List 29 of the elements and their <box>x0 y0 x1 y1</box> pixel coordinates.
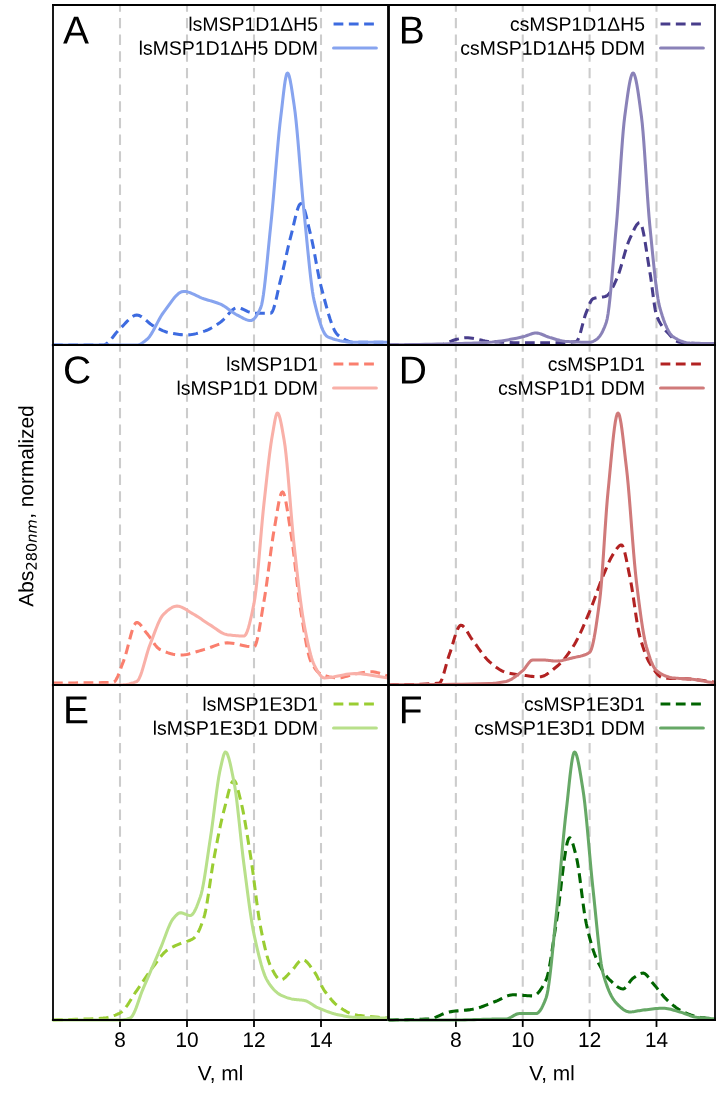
legend-label: csMSP1E3D1 DDM <box>475 721 644 735</box>
legend-label: lsMSP1D1 DDM <box>177 380 317 395</box>
x-tick-label: 10 <box>512 1032 534 1048</box>
x-tick-label: 14 <box>646 1032 668 1047</box>
legend-label: lsMSP1D1 <box>227 356 318 371</box>
legend-label: lsMSP1D1ΔH5 <box>189 16 318 31</box>
x-tick-label: 14 <box>311 1032 332 1047</box>
legend-label: lsMSP1E3D1 DDM <box>154 720 317 735</box>
x-tick-label: 8 <box>115 1032 125 1048</box>
x-axis-title: V, ml <box>197 1065 242 1083</box>
chart-title: C <box>65 356 90 384</box>
legend-label: lsMSP1E3D1 <box>203 696 318 711</box>
legend-label: csMSP1D1 DDM <box>498 381 644 395</box>
chart-title: B <box>401 16 423 44</box>
legend-label: csMSP1D1ΔH5 <box>510 17 645 31</box>
x-tick-label: 10 <box>177 1032 198 1048</box>
x-tick-label: 12 <box>579 1032 601 1047</box>
legend-label: lsMSP1D1ΔH5 DDM <box>139 40 317 55</box>
y-axis-title: Abs$_{280nm}$, normalized <box>18 406 37 607</box>
legend-label: csMSP1D1 <box>548 357 645 371</box>
x-tick-label: 12 <box>244 1032 265 1047</box>
legend-label: csMSP1E3D1 <box>524 697 645 711</box>
x-tick-label: 8 <box>450 1032 461 1048</box>
chart-title: A <box>63 16 89 44</box>
legend-label: csMSP1D1ΔH5 DDM <box>461 41 644 55</box>
chart-title: F <box>401 696 421 724</box>
chart-title: E <box>66 696 88 724</box>
chart-title: D <box>401 356 426 384</box>
x-axis-title: V, ml <box>529 1065 574 1083</box>
